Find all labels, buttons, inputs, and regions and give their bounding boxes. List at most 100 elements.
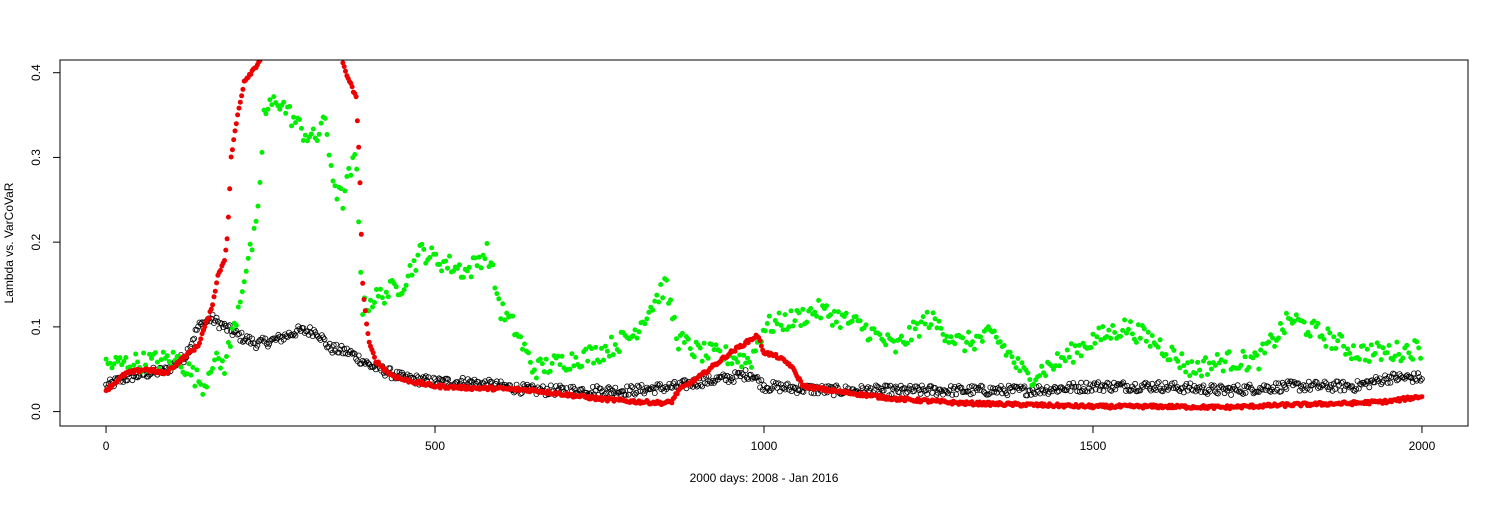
data-point <box>510 313 516 319</box>
data-point <box>922 321 928 327</box>
data-point <box>332 183 338 189</box>
data-point <box>644 316 650 322</box>
data-point <box>216 355 222 361</box>
data-point <box>152 350 158 356</box>
data-point <box>232 128 238 134</box>
data-point <box>1218 357 1224 363</box>
data-point <box>1283 386 1290 392</box>
data-point <box>1205 372 1210 377</box>
data-point <box>265 106 271 112</box>
data-point <box>1211 382 1217 389</box>
data-point <box>1246 364 1252 370</box>
data-point <box>456 262 462 268</box>
data-point <box>419 241 425 247</box>
data-point <box>1015 356 1021 361</box>
data-point <box>1167 357 1173 363</box>
data-point <box>964 339 970 345</box>
data-point <box>978 382 984 389</box>
data-point <box>991 328 997 334</box>
data-point <box>372 354 377 360</box>
data-point <box>281 99 287 105</box>
data-point <box>300 138 306 143</box>
data-point <box>1278 321 1283 326</box>
data-point <box>1066 354 1072 360</box>
data-point <box>1270 335 1276 341</box>
data-point <box>353 94 359 100</box>
data-point <box>1143 338 1149 344</box>
data-point <box>1222 359 1228 365</box>
data-point <box>687 346 693 352</box>
data-point <box>1386 343 1392 348</box>
data-point <box>573 354 579 360</box>
data-point <box>198 381 204 387</box>
data-point <box>1382 372 1388 379</box>
data-point <box>202 324 208 330</box>
data-point <box>632 327 638 333</box>
data-point <box>348 172 354 178</box>
data-point <box>1205 386 1212 393</box>
data-point <box>366 339 372 345</box>
data-point <box>1384 379 1391 386</box>
data-point <box>1200 382 1207 389</box>
data-point <box>135 359 141 365</box>
data-point <box>1108 387 1115 394</box>
data-point <box>304 328 311 335</box>
data-point <box>912 326 918 332</box>
data-point <box>220 358 225 364</box>
data-point <box>918 319 924 325</box>
data-point <box>996 386 1003 393</box>
data-point <box>1376 343 1382 349</box>
data-point <box>451 268 456 274</box>
data-point <box>610 352 616 358</box>
data-point <box>341 64 347 70</box>
data-point <box>871 326 877 332</box>
data-point <box>1163 383 1170 390</box>
data-point <box>1099 382 1106 389</box>
data-point <box>1238 389 1245 396</box>
data-point <box>583 346 589 352</box>
data-point <box>1419 394 1425 400</box>
data-point <box>237 99 243 105</box>
data-point <box>1170 385 1177 392</box>
data-point <box>1000 386 1007 392</box>
data-point <box>364 321 370 327</box>
data-point <box>405 273 411 279</box>
data-point <box>883 342 889 348</box>
data-point <box>646 309 652 315</box>
data-point <box>970 339 976 345</box>
data-point <box>967 391 974 398</box>
data-point <box>1386 373 1392 380</box>
x-tick-label: 0 <box>103 439 110 453</box>
data-point <box>200 391 206 397</box>
data-point <box>204 384 210 390</box>
data-point <box>500 301 506 307</box>
data-point <box>1408 375 1415 382</box>
y-axis-label: Lambda vs. VarCoVaR <box>2 182 16 303</box>
data-point <box>948 334 954 340</box>
data-point <box>1365 378 1371 385</box>
data-point <box>229 147 235 153</box>
data-point <box>597 359 602 365</box>
data-point <box>634 382 641 389</box>
data-point <box>1104 334 1110 339</box>
data-point <box>1347 350 1353 356</box>
data-point <box>263 340 270 347</box>
data-point <box>606 353 612 359</box>
data-point <box>945 390 952 397</box>
data-point <box>143 362 148 368</box>
data-point <box>344 174 350 179</box>
data-point <box>672 314 677 320</box>
data-point <box>745 355 751 361</box>
data-point <box>429 245 435 251</box>
data-point <box>601 357 606 363</box>
data-point <box>1140 383 1146 390</box>
y-tick-label: 0.0 <box>29 403 43 420</box>
data-point <box>754 373 761 380</box>
data-point <box>191 335 198 342</box>
data-point <box>206 315 212 321</box>
data-point <box>1157 337 1163 343</box>
data-point <box>899 333 904 339</box>
data-point <box>919 382 925 389</box>
data-point <box>1088 345 1094 350</box>
